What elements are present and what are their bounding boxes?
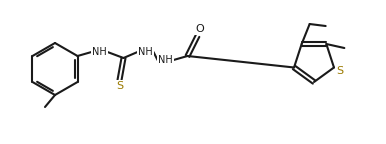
Text: S: S — [116, 81, 123, 91]
Text: NH: NH — [158, 55, 173, 65]
Text: S: S — [337, 67, 344, 76]
Text: O: O — [195, 24, 204, 34]
Text: NH: NH — [92, 47, 107, 57]
Text: NH: NH — [138, 47, 153, 57]
